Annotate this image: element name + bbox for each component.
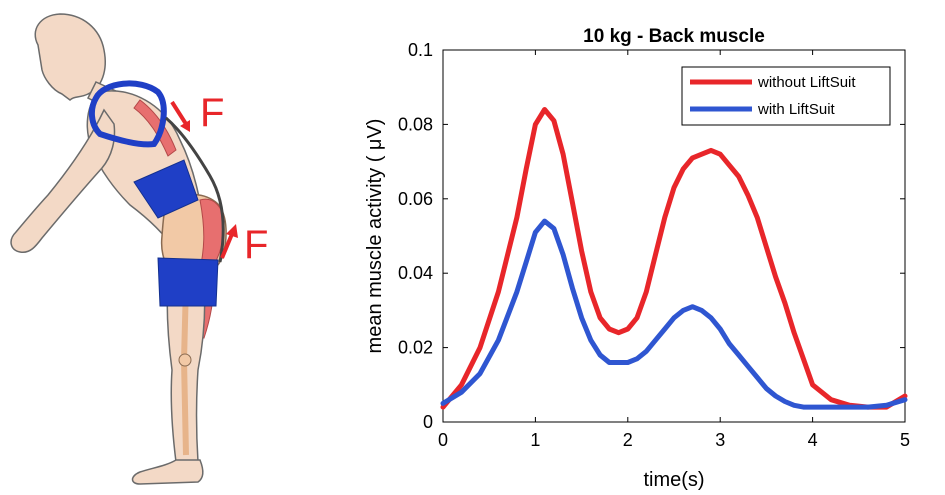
- glute-muscle: [199, 198, 225, 273]
- x-axis-title: time(s): [643, 469, 704, 491]
- x-tick-label: 5: [900, 430, 910, 450]
- legend-label: with LiftSuit: [757, 101, 836, 118]
- knee-joint: [178, 353, 192, 367]
- y-tick-label: 0.08: [398, 114, 433, 134]
- y-tick-label: 0.06: [398, 189, 433, 209]
- foot: [131, 459, 204, 485]
- series-line-0: [440, 107, 908, 410]
- legend-label: without LiftSuit: [757, 74, 856, 91]
- y-tick-label: 0.04: [398, 263, 433, 283]
- suit-shoulder-strap: [88, 80, 167, 148]
- series-lines: [440, 107, 908, 410]
- suit-thigh-belt: [157, 257, 219, 307]
- legend: without LiftSuit with LiftSuit: [681, 66, 891, 126]
- legend-box: [681, 66, 891, 126]
- x-tick-label: 1: [530, 430, 540, 450]
- suit-elastic-band: [165, 116, 225, 263]
- head: [34, 13, 106, 101]
- force-arrowhead-bottom: [226, 224, 238, 238]
- arm: [10, 108, 116, 254]
- series-line-1: [440, 218, 908, 410]
- x-tick-label: 4: [808, 430, 818, 450]
- chart-title: 10 kg - Back muscle: [583, 26, 765, 47]
- x-tick-label: 0: [438, 430, 448, 450]
- x-tick-label: 3: [715, 430, 725, 450]
- axes: [442, 49, 906, 423]
- y-tick-label: 0.02: [398, 338, 433, 358]
- back-muscle-upper: [133, 99, 177, 157]
- plot-frame: [442, 49, 906, 423]
- axis-ticks: 0 1 2 3 4 5 0 0.02 0.04 0.06 0.08 0.1: [398, 40, 910, 450]
- force-arrow-top: [170, 100, 188, 126]
- force-arrow-bottom: [220, 233, 234, 259]
- y-tick-label: 0.1: [408, 40, 433, 60]
- y-tick-label: 0: [423, 412, 433, 432]
- suit-torso-belt: [133, 159, 199, 219]
- force-label-top: F: [200, 91, 224, 135]
- x-tick-label: 2: [623, 430, 633, 450]
- liftsuit-illustration: F F: [10, 13, 268, 485]
- y-axis-title: mean muscle activity ( μV): [364, 119, 386, 354]
- force-arrowhead-top: [180, 120, 190, 132]
- force-label-bottom: F: [244, 223, 268, 267]
